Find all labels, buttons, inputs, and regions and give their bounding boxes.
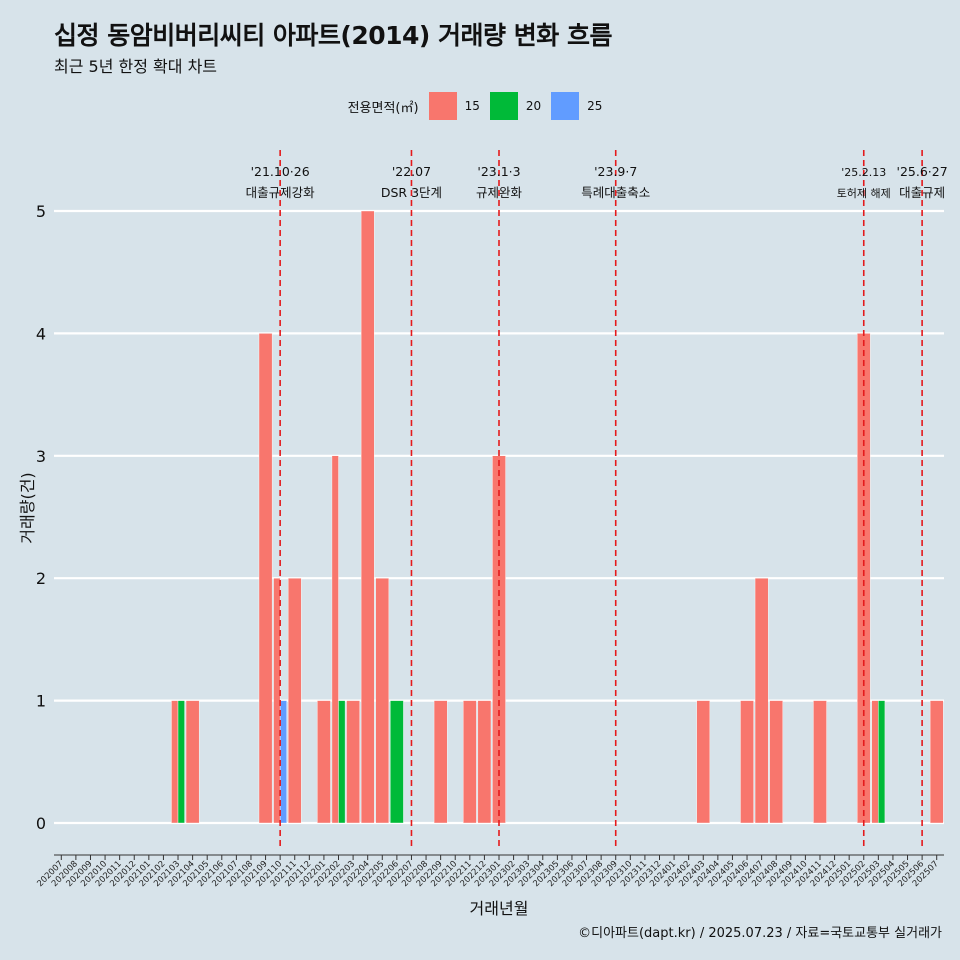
bar-15-202201 bbox=[317, 700, 331, 824]
legend-title: 전용면적(㎡) bbox=[347, 100, 419, 116]
annotation-date: '23.9·7 bbox=[594, 164, 637, 179]
annotation-label: 대출규제강화 bbox=[246, 185, 316, 200]
bar-25-202110 bbox=[279, 700, 287, 824]
y-tick-label: 4 bbox=[36, 324, 46, 343]
bar-15-202411 bbox=[813, 700, 827, 824]
chart-subtitle: 최근 5년 한정 확대 차트 bbox=[54, 57, 218, 76]
bar-15-202104 bbox=[185, 700, 200, 824]
bar-20-202503 bbox=[878, 700, 886, 824]
bar-15-202209 bbox=[433, 700, 448, 824]
annotation-date: '21.10·26 bbox=[251, 164, 310, 179]
annotation-date: '22.07 bbox=[392, 164, 431, 179]
bar-20-202206 bbox=[390, 700, 404, 824]
annotation-label: 토허제 해제 bbox=[837, 186, 891, 200]
bar-15-202103 bbox=[171, 700, 179, 824]
legend-item-15: 15 bbox=[428, 92, 480, 120]
chart-caption: ©디아파트(dapt.kr) / 2025.07.23 / 자료=국토교통부 실… bbox=[578, 926, 942, 941]
bar-20-202202 bbox=[338, 700, 346, 824]
legend-key-15 bbox=[428, 92, 457, 120]
y-tick-label: 3 bbox=[36, 447, 46, 466]
bar-15-202110 bbox=[273, 578, 281, 824]
legend: 전용면적(㎡) 15 20 25 bbox=[0, 92, 960, 120]
bar-20-202103 bbox=[177, 700, 185, 824]
annotation-label: DSR 3단계 bbox=[381, 185, 442, 200]
bar-15-202503 bbox=[871, 700, 879, 824]
bar-15-202212 bbox=[477, 700, 492, 824]
bar-15-202507 bbox=[929, 700, 944, 824]
legend-key-25 bbox=[551, 92, 580, 120]
annotation-date: '25.2.13 bbox=[841, 166, 886, 179]
bar-15-202408 bbox=[769, 700, 783, 824]
bar-15-202204 bbox=[360, 210, 375, 824]
bar-15-202406 bbox=[740, 700, 754, 824]
bar-15-202111 bbox=[287, 578, 302, 824]
legend-label-15: 15 bbox=[464, 99, 480, 113]
annotation-date: '23.1·3 bbox=[477, 164, 520, 179]
bar-15-202205 bbox=[375, 578, 390, 824]
bar-15-202407 bbox=[754, 578, 769, 824]
legend-label-20: 20 bbox=[525, 99, 542, 113]
x-axis-title: 거래년월 bbox=[470, 899, 529, 918]
chart-title: 십정 동암비버리씨티 아파트(2014) 거래량 변화 흐름 bbox=[54, 21, 612, 50]
annotation-label: 대출규제 bbox=[899, 185, 945, 200]
y-tick-label: 5 bbox=[36, 202, 46, 221]
legend-item-20: 20 bbox=[489, 92, 542, 120]
annotation-label: 특례대출축소 bbox=[581, 185, 650, 200]
y-tick-label: 2 bbox=[36, 569, 46, 588]
bar-15-202403 bbox=[696, 700, 711, 824]
bar-15-202502 bbox=[856, 333, 871, 824]
annotation-date: '25.6·27 bbox=[897, 164, 948, 179]
annotation-label: 규제완화 bbox=[476, 185, 523, 200]
y-tick-label: 1 bbox=[36, 692, 46, 711]
legend-item-25: 25 bbox=[551, 92, 602, 120]
legend-label-25: 25 bbox=[587, 99, 603, 113]
y-tick-label: 0 bbox=[36, 814, 46, 833]
bar-15-202109 bbox=[258, 333, 273, 824]
y-axis-title: 거래량(건) bbox=[18, 472, 37, 543]
bar-15-202203 bbox=[346, 700, 360, 824]
bar-15-202211 bbox=[463, 700, 477, 824]
bar-15-202202 bbox=[331, 455, 339, 824]
legend-key-20 bbox=[489, 92, 518, 120]
